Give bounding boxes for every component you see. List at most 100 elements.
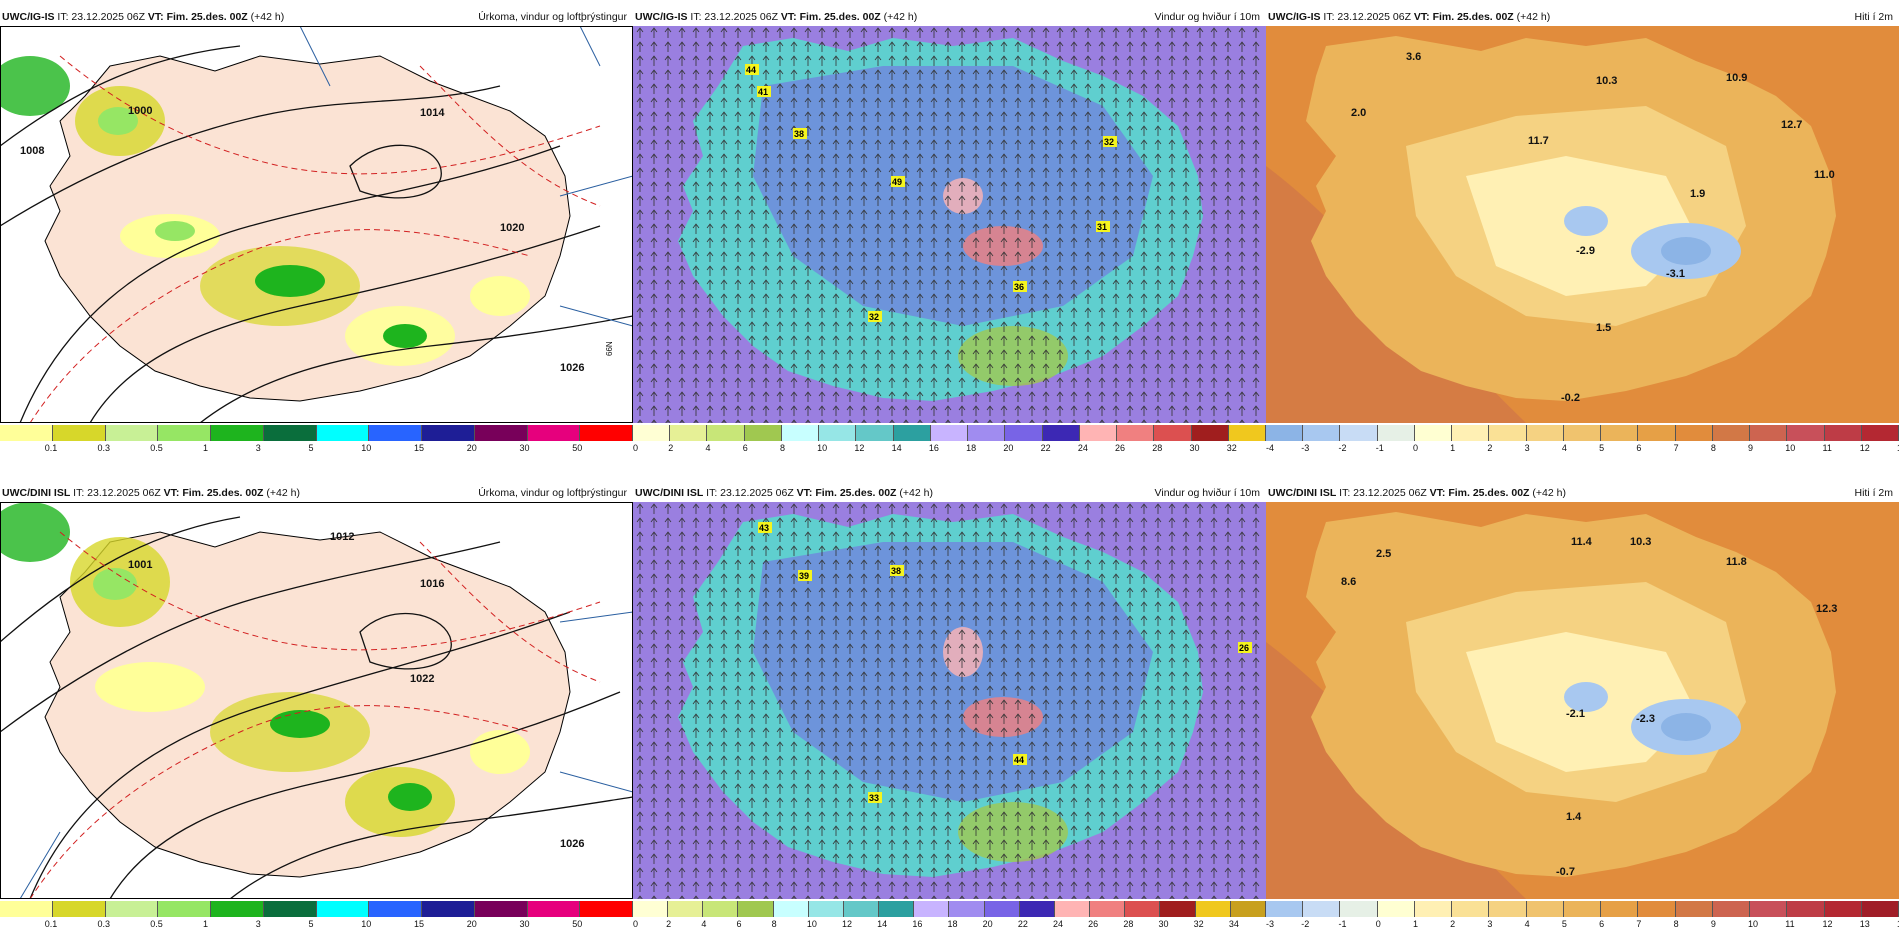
colorbar-swatch — [474, 901, 528, 917]
colorbar-tick-label: 0.3 — [97, 443, 111, 453]
colorbar-swatch — [1019, 901, 1055, 917]
colorbar-tick-label: 13 — [1859, 919, 1870, 929]
colorbar-tick-label: -1 — [1375, 443, 1384, 453]
colorbar-swatch — [1787, 425, 1825, 441]
colorbar-swatch — [781, 425, 820, 441]
isobars — [0, 516, 633, 899]
colorbar-swatch — [1675, 901, 1713, 917]
colorbar-tick-label: 4 — [705, 443, 711, 453]
lead-time: (+42 h) — [1516, 11, 1551, 23]
colorbar-tick-label: 7 — [1636, 919, 1642, 929]
colorbar-tick-label: -1 — [1338, 919, 1347, 929]
colorbar-swatch — [1090, 901, 1126, 917]
temp-label: 10.3 — [1596, 75, 1617, 87]
temp-label: -0.2 — [1561, 392, 1580, 404]
svg-text:41: 41 — [758, 87, 768, 97]
colorbar-tick-label: 24 — [1077, 443, 1088, 453]
colorbar-tick-label: 32 — [1226, 443, 1237, 453]
valid-time: VT: Fim. 25.des. 00Z — [1413, 11, 1514, 23]
panel-wind-bottom: UWC/DINI ISL IT: 23.12.2025 06Z VT: Fim.… — [633, 484, 1266, 949]
gust-label: 44 — [745, 64, 759, 75]
panel-header: UWC/IG-IS IT: 23.12.2025 06Z VT: Fim. 25… — [633, 8, 1266, 26]
precip-map: 1001 1012 1016 1022 1026 — [0, 502, 633, 899]
colorbar-swatch — [984, 901, 1020, 917]
colorbar-swatch — [1526, 901, 1564, 917]
colorbar-swatch — [369, 901, 422, 917]
panel-title: Úrkoma, vindur og loftþrýstingur — [478, 487, 627, 499]
colorbar-swatch — [1601, 425, 1639, 441]
precip-colorbar — [0, 425, 633, 441]
temp-label: 12.3 — [1816, 603, 1837, 615]
init-time: IT: 23.12.2025 06Z — [706, 487, 794, 499]
valid-time: VT: Fim. 25.des. 00Z — [163, 487, 264, 499]
panel-wind-top: UWC/IG-IS IT: 23.12.2025 06Z VT: Fim. 25… — [633, 8, 1266, 473]
isobars — [0, 45, 633, 423]
temp-colorbar — [1266, 425, 1899, 441]
svg-text:44: 44 — [1014, 755, 1024, 765]
svg-text:49: 49 — [892, 177, 902, 187]
lead-time: (+42 h) — [899, 487, 933, 499]
colorbar-swatch — [1154, 425, 1192, 441]
precip-colorbar — [0, 901, 633, 917]
lead-time: (+42 h) — [250, 11, 285, 23]
colorbar-swatch — [105, 901, 159, 917]
isobar-label: 1001 — [128, 559, 152, 571]
colorbar-swatch — [1117, 425, 1155, 441]
colorbar-swatch — [316, 425, 370, 441]
model-name: UWC/DINI ISL — [635, 487, 704, 499]
wind-map: 44 41 38 49 36 31 32 32 — [633, 26, 1266, 423]
colorbar-swatch — [1861, 901, 1899, 917]
model-name: UWC/IG-IS — [1268, 11, 1321, 23]
gust-label: 41 — [757, 86, 771, 97]
precip-colorbar-ticks: 0.1 0.3 0.5 1 3 5 10 15 20 30 50 — [0, 918, 633, 930]
lead-time: (+42 h) — [883, 11, 918, 23]
colorbar-swatch — [1377, 425, 1415, 441]
valid-time: VT: Fim. 25.des. 00Z — [796, 487, 897, 499]
isobar-label: 1014 — [420, 107, 445, 119]
colorbar-swatch — [1414, 425, 1453, 441]
temp-label: 1.4 — [1566, 811, 1582, 823]
colorbar-tick-label: 14 — [877, 919, 888, 929]
colorbar-swatch — [1042, 425, 1080, 441]
colorbar-swatch — [1303, 425, 1341, 441]
temp-map: 3.6 2.0 10.3 10.9 12.7 11.7 11.0 1.9 -2.… — [1266, 26, 1899, 423]
colorbar-tick-label: 18 — [966, 443, 977, 453]
colorbar-tick-label: 20 — [982, 919, 993, 929]
colorbar-swatch — [968, 425, 1006, 441]
colorbar-swatch — [1414, 901, 1453, 917]
colorbar-swatch — [633, 901, 669, 917]
panel-temp-top: UWC/IG-IS IT: 23.12.2025 06Z VT: Fim. 25… — [1266, 8, 1899, 473]
colorbar-swatch — [527, 901, 581, 917]
wind-colorbar-ticks: 0 2 4 6 8 10 12 14 16 18 20 22 24 26 28 30 32 — [633, 442, 1266, 454]
temp-label: 11.0 — [1814, 169, 1835, 181]
temp-colorbar — [1266, 901, 1899, 917]
colorbar-swatch — [773, 901, 809, 917]
colorbar-tick-label: 50 — [572, 443, 583, 453]
colorbar-tick-label: 34 — [1228, 919, 1239, 929]
colorbar-swatch — [893, 425, 931, 441]
isobar-labels: 1001 1012 1016 1022 1026 — [128, 531, 584, 850]
colorbar-tick-label: 0.1 — [44, 443, 58, 453]
isobar-label: 1026 — [560, 838, 584, 850]
colorbar-tick-label: 5 — [1561, 919, 1567, 929]
temp-label: 1.5 — [1596, 322, 1611, 334]
colorbar-swatch — [1230, 901, 1266, 917]
colorbar-tick-label: 9 — [1748, 443, 1754, 453]
temp-label: 3.6 — [1406, 51, 1421, 63]
colorbar-swatch — [52, 425, 106, 441]
colorbar-tick-label: 10 — [1785, 443, 1796, 453]
svg-text:38: 38 — [794, 129, 804, 139]
colorbar-swatch — [914, 901, 950, 917]
colorbar-tick-label: 0.1 — [44, 919, 58, 929]
colorbar-swatch — [0, 425, 53, 441]
gust-label: 43 — [758, 522, 772, 533]
colorbar-tick-label: 10 — [361, 443, 372, 453]
colorbar-swatch — [703, 901, 739, 917]
precip-map: 1000 1008 1014 1020 1026 66N — [0, 26, 633, 423]
colorbar-tick-label: 26 — [1088, 919, 1099, 929]
colorbar-swatch — [1638, 425, 1676, 441]
colorbar-swatch — [474, 425, 528, 441]
colorbar-tick-label: 20 — [466, 443, 477, 453]
wind-colorbar-ticks: 0 2 4 6 8 10 12 14 16 18 20 22 24 26 28 30 32 34 — [633, 918, 1266, 930]
colorbar-tick-label: 6 — [1636, 443, 1642, 453]
